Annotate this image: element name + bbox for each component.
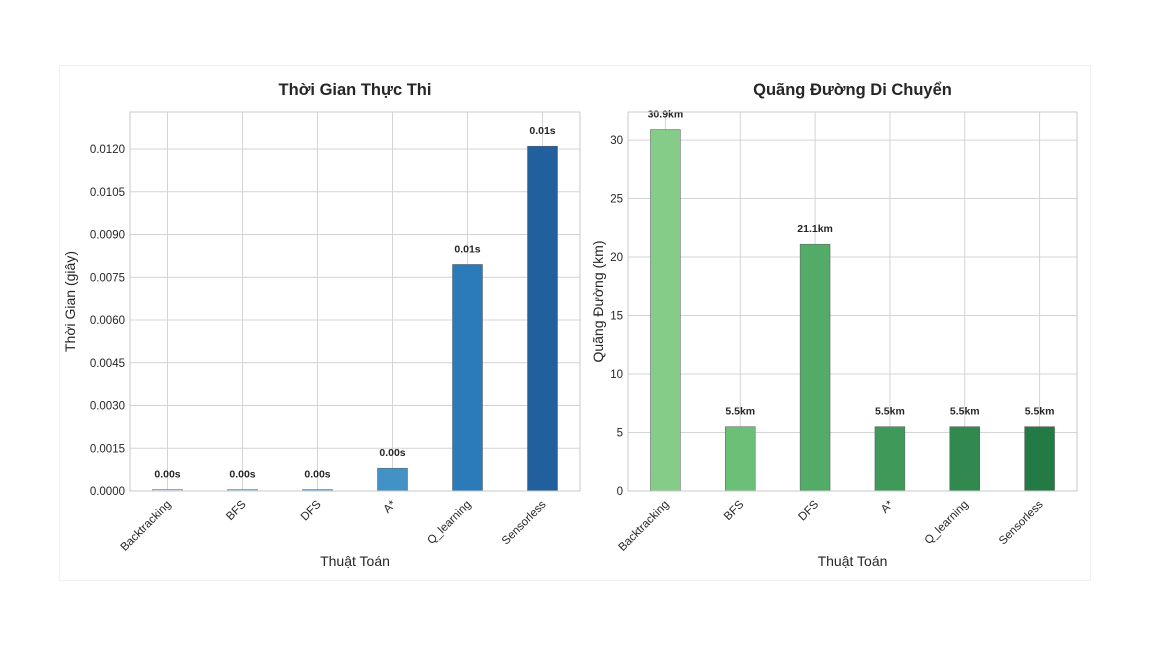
figure: Thời Gian Thực Thi 0.0000 0.0015 0.0030 0.00… [60, 66, 1090, 580]
y-tick-label: 0.0000 [90, 486, 125, 498]
x-tick-label: Q_learning [923, 499, 971, 547]
x-axis-label: Thuật Toán [320, 553, 390, 569]
y-tick-label: 0.0090 [90, 230, 125, 242]
x-tick-label: BFS [224, 498, 249, 523]
bar-dfs [799, 243, 831, 492]
bar-bfs [725, 426, 756, 492]
x-tick-label: A* [382, 498, 399, 515]
data-label: 0.00s [379, 447, 405, 459]
y-tick-label: 5 [617, 428, 623, 440]
y-tick-label: 25 [610, 194, 623, 206]
x-tick-label: Q_learning [425, 499, 473, 547]
y-axis-label: Quãng Đường (km) [590, 240, 606, 362]
x-tick-label: Sensorless [997, 498, 1046, 547]
bar-a- [377, 467, 408, 492]
x-axis-label: Thuật Toán [818, 553, 888, 569]
y-tick-label: 0.0060 [90, 315, 125, 327]
bar-charts: Thời Gian Thực Thi 0.0000 0.0015 0.0030 0.00… [62, 81, 1078, 569]
y-tick-label: 0.0015 [90, 443, 125, 455]
y-tick-label: 0 [617, 486, 623, 498]
bar-q-learning [949, 426, 980, 492]
data-label: 5.5km [950, 406, 980, 418]
y-tick-label: 0.0120 [90, 144, 125, 156]
y-tick-label: 0.0030 [90, 401, 125, 413]
data-label: 5.5km [725, 406, 755, 418]
x-tick-label: DFS [796, 498, 821, 523]
bar-backtracking [650, 129, 681, 492]
bar-sensorless [527, 145, 558, 492]
data-label: 0.00s [304, 469, 330, 481]
x-tick-label: A* [879, 498, 896, 515]
data-label: 0.01s [454, 243, 480, 255]
y-tick-label: 20 [610, 252, 623, 264]
data-label: 5.5km [875, 406, 905, 418]
y-tick-label: 15 [610, 311, 623, 323]
data-label: 0.01s [529, 125, 555, 137]
y-tick-label: 30 [610, 135, 623, 147]
data-label: 5.5km [1025, 406, 1055, 418]
y-tick-label: 0.0105 [90, 187, 125, 199]
x-tick-label: Sensorless [500, 498, 549, 547]
x-tick-label: DFS [299, 498, 324, 523]
plot-frame [129, 111, 581, 492]
y-tick-label: 0.0045 [90, 358, 125, 370]
bar-a- [874, 426, 906, 492]
y-tick-label: 10 [610, 369, 623, 381]
bar-q-learning [452, 264, 483, 492]
chart-title: Quãng Đường Di Chuyển [753, 81, 952, 99]
data-label: 0.00s [229, 469, 255, 481]
x-tick-label: Backtracking [119, 499, 174, 554]
plot-frame [627, 111, 1078, 492]
y-axis-label: Thời Gian (giây) [62, 251, 78, 352]
bar-sensorless [1024, 426, 1055, 492]
chart-title: Thời Gian Thực Thi [279, 81, 432, 99]
chart-2: Quãng Đường Di Chuyển 0 5 10 15 20 25 30 30.9km B… [590, 81, 1078, 569]
chart-1: Thời Gian Thực Thi 0.0000 0.0015 0.0030 0.00… [62, 81, 581, 569]
data-label: 0.00s [154, 469, 180, 481]
y-tick-label: 0.0075 [90, 272, 125, 284]
data-label: 30.9km [648, 109, 684, 121]
x-tick-label: Backtracking [616, 499, 671, 554]
data-label: 21.1km [797, 223, 833, 235]
x-tick-label: BFS [722, 498, 747, 523]
